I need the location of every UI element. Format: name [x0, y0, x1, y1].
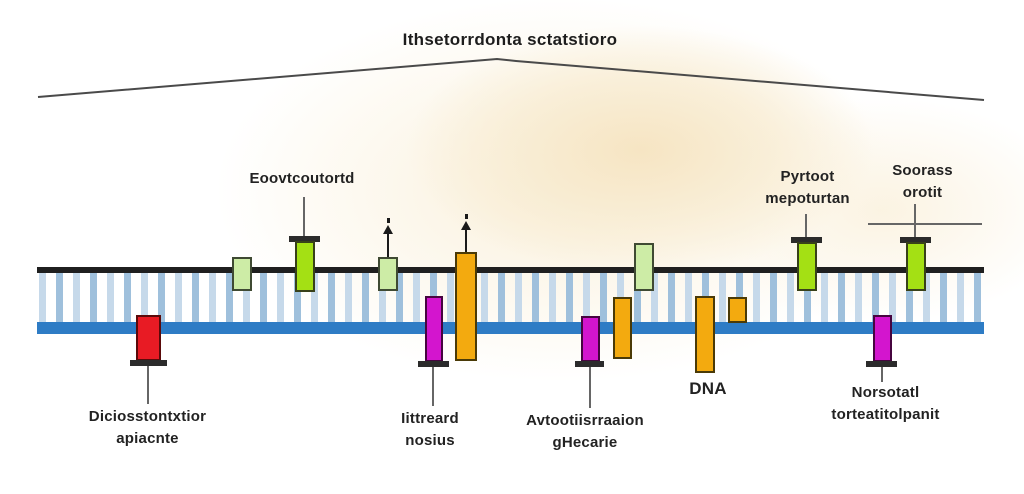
orange-marker-small	[728, 297, 747, 323]
marker-cap	[418, 361, 449, 367]
label-line: mepoturtan	[765, 190, 850, 207]
marker-cap	[575, 361, 604, 367]
label-line: torteatitolpanit	[831, 406, 940, 423]
label-line: Norsotatl	[851, 384, 920, 401]
arrow-head	[383, 225, 393, 234]
magenta-marker-2	[581, 316, 600, 362]
arrow-dash	[387, 218, 390, 223]
dna-top-strand	[37, 267, 984, 273]
label-line: Pyrtoot	[780, 168, 835, 185]
bright-green-marker-2	[797, 242, 817, 291]
label-line: apiacnte	[116, 430, 179, 447]
magenta-marker-3	[873, 315, 892, 362]
pale-green-marker-3	[634, 243, 654, 291]
label-dna: DNA	[689, 379, 727, 398]
diagram-title: Ithsetorrdonta sctatstioro	[402, 30, 618, 49]
label-line: gHecarie	[552, 434, 618, 451]
label-line: Iittreard	[401, 410, 459, 427]
brace-line	[37, 57, 985, 101]
dna-bottom-strand	[37, 322, 984, 334]
bright-green-marker-1	[295, 241, 315, 292]
orange-marker-tall-2	[695, 296, 715, 373]
dna-base-pairs	[37, 273, 984, 322]
label-top-left: Eoovtcoutortd	[249, 170, 355, 187]
label-line: nosius	[405, 432, 455, 449]
marker-cap	[866, 361, 897, 367]
label-top-right-b: Soorass orotit	[850, 160, 995, 204]
orange-marker-tall-1	[455, 252, 477, 361]
red-marker	[136, 315, 161, 361]
label-line: Soorass	[892, 162, 953, 179]
label-bottom-4: Norsotatl torteatitolpanit	[793, 382, 978, 426]
arrow-head	[461, 221, 471, 230]
bright-green-marker-3	[906, 242, 926, 291]
label-bottom-2: Iittreard nosius	[365, 408, 495, 452]
arrow-dash	[465, 214, 468, 219]
label-top-right-a: Pyrtoot mepoturtan	[730, 166, 885, 210]
marker-cap	[130, 360, 167, 366]
magenta-marker-1	[425, 296, 443, 362]
label-line: orotit	[902, 184, 943, 201]
up-arrow-icon	[383, 218, 393, 257]
label-line: Diciosstontxtior	[88, 408, 207, 425]
up-arrow-icon	[461, 214, 471, 252]
label-bottom-3: Avtootiisrraaion gHecarie	[495, 410, 675, 454]
orange-marker-2	[613, 297, 632, 359]
pale-green-marker-1	[232, 257, 252, 291]
label-line: Avtootiisrraaion	[526, 412, 644, 429]
pale-green-marker-2	[378, 257, 398, 291]
marker-cap	[791, 237, 822, 243]
marker-cap	[900, 237, 931, 243]
label-bottom-1: Diciosstontxtior apiacnte	[55, 406, 240, 450]
marker-cap	[289, 236, 320, 242]
